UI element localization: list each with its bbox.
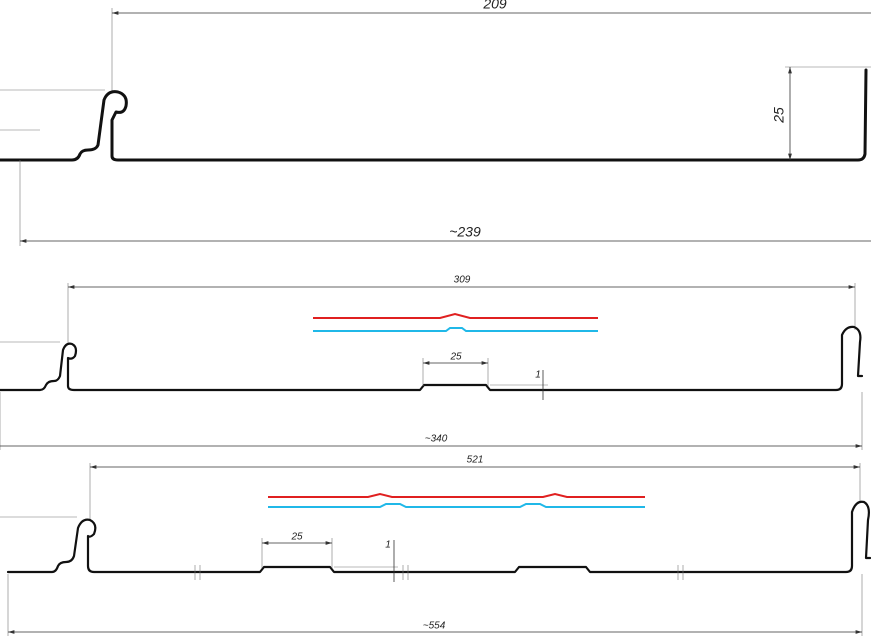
dimension-label: 25 — [449, 352, 462, 363]
dimension-label: ~554 — [423, 621, 446, 632]
dimension-label: 25 — [290, 532, 303, 543]
dimension-label: 25 — [771, 107, 787, 124]
dimension-label: 309 — [454, 275, 471, 286]
dimension-label: 209 — [482, 0, 507, 12]
blue-line — [313, 327, 598, 332]
profile-3: 521 25 1 ~554 — [0, 455, 871, 636]
dimension-label: ~239 — [449, 224, 481, 240]
red-line — [268, 492, 645, 498]
dimension-label: ~340 — [425, 434, 448, 445]
dimension-label: 521 — [467, 455, 484, 466]
profile-1: 209 25 ~239 — [0, 0, 871, 246]
break-marks — [194, 565, 684, 580]
dimension-label: 1 — [535, 370, 541, 381]
red-line — [313, 312, 598, 319]
profile-outline — [0, 325, 864, 392]
blue-line — [268, 503, 645, 508]
profile-2: 309 25 1 ~340 — [0, 275, 864, 450]
dimension-label: 1 — [385, 540, 391, 551]
profile-outline — [6, 500, 871, 574]
profile-outline — [0, 68, 868, 162]
